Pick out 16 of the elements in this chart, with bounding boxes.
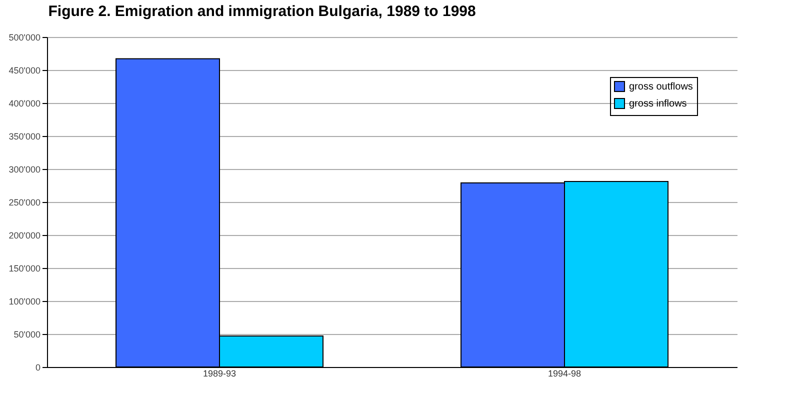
y-tick-label: 300'000 [8,164,40,174]
y-tick-label: 250'000 [8,198,40,208]
y-tick-label: 150'000 [8,264,40,274]
chart-title: Figure 2. Emigration and immigration Bulgaria, 1989 to 1998 [48,3,476,20]
y-tick-label: 500'000 [8,32,40,42]
y-tick-label: 450'000 [8,66,40,76]
y-tick-label: 50'000 [14,330,40,340]
x-tick-label: 1989-93 [202,368,236,378]
x-tick-label: 1994-98 [548,368,582,378]
y-tick-label: 400'000 [8,98,40,108]
y-tick-label: 200'000 [8,230,40,240]
y-tick-label: 100'000 [8,296,40,306]
legend-label: gross inflows [629,98,687,110]
legend-label: gross outflows [629,82,693,92]
y-tick-label: 350'000 [8,132,40,142]
y-tick-label: 0 [35,362,40,372]
